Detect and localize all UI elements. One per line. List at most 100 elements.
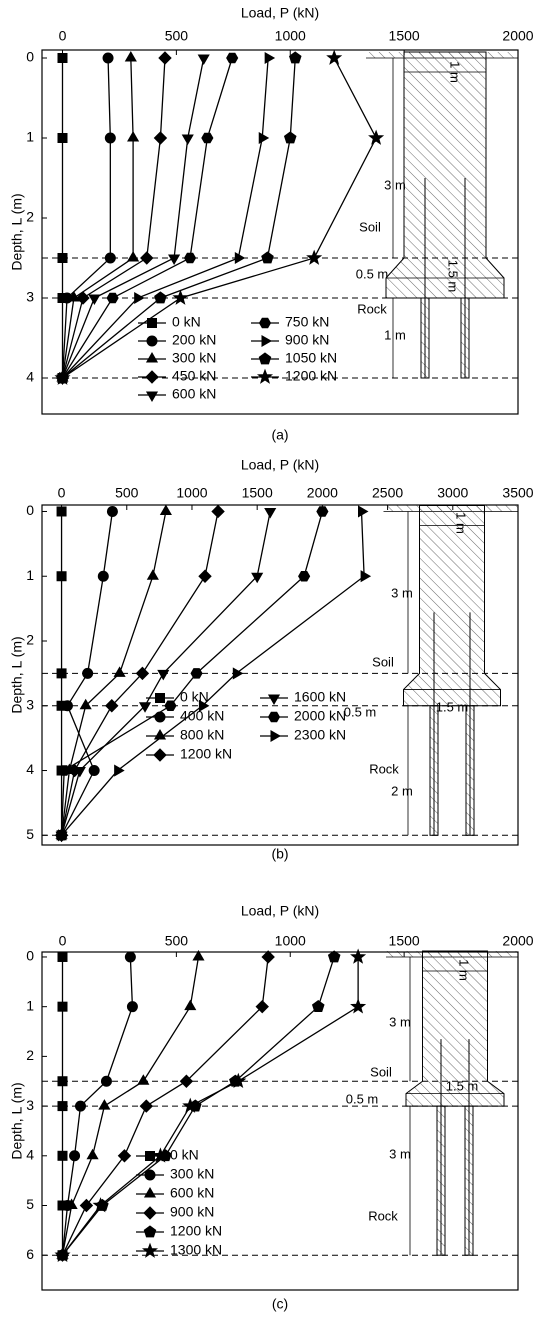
legend-label: 0 kN [170,1147,199,1163]
y-tick-label: 5 [26,1196,34,1212]
figure: 1 m3 mSoil0.5 m1.5 mRock1 m0500100015002… [0,0,545,1320]
legend-marker [146,371,158,383]
legend-marker [262,336,271,346]
y-tick-label: 3 [26,696,34,712]
marker [165,701,176,711]
x-tick-label: 1000 [275,933,306,949]
marker [317,507,328,517]
legend-marker [147,336,157,346]
x-tick-label: 500 [165,933,189,949]
legend-label: 600 kN [170,1185,214,1201]
marker [125,952,135,962]
legend-marker [147,353,157,362]
annotation: 3 m [389,1146,411,1161]
marker [290,52,301,63]
marker [57,669,66,678]
y-tick-label: 0 [26,49,34,65]
annotation: 1.5 m [436,699,469,714]
legend-marker [259,353,270,364]
legend-marker [269,712,280,722]
marker [103,53,113,63]
legend-marker [144,1226,155,1237]
x-tick-label: 1000 [275,28,306,44]
marker [70,1151,80,1161]
legend-label: 900 kN [285,332,329,348]
legend-label: 900 kN [170,1204,214,1220]
marker [351,1000,364,1013]
x-tick-label: 0 [59,28,67,44]
x-tick-label: 1500 [242,485,273,501]
legend-label: 600 kN [172,386,216,402]
marker [199,55,209,64]
y-tick-label: 1 [26,997,34,1013]
marker [159,52,171,64]
y-tick-label: 4 [26,1146,34,1162]
marker [265,508,275,517]
x-tick-label: 0 [58,485,66,501]
marker [154,132,166,144]
marker [140,1100,152,1112]
legend-marker [144,1207,156,1219]
marker [89,295,99,304]
marker [58,1151,67,1160]
caption: (c) [272,1296,288,1312]
marker [161,505,171,514]
legend-marker [148,319,157,328]
marker [58,1077,67,1086]
y-tick-label: 4 [26,369,34,385]
marker [227,53,238,63]
annotation: 1 m [454,512,469,534]
marker [141,252,153,264]
marker [265,53,274,63]
legend-marker [154,749,166,761]
y-tick-label: 2 [26,209,34,225]
marker [59,766,70,776]
annotation: 1.5 m [446,1078,479,1093]
marker [140,703,150,712]
legend-marker [155,730,165,739]
legend-label: 2000 kN [294,708,346,724]
annotation: 1 m [457,959,472,981]
marker [87,1150,97,1159]
legend-label: 1300 kN [170,1242,222,1258]
marker [62,701,72,711]
legend-marker [155,712,165,722]
marker [212,505,224,517]
marker [185,1001,195,1010]
legend-label: 1200 kN [170,1223,222,1239]
legend-label: 1200 kN [180,746,232,762]
marker [98,571,108,581]
legend-label: 400 kN [180,708,224,724]
legend-label: 1200 kN [285,368,337,384]
marker [369,131,382,144]
x-tick-label: 2000 [502,28,533,44]
marker [127,1002,137,1012]
y-axis-label: Depth, L (m) [9,193,25,270]
marker [135,293,144,303]
marker [105,133,115,143]
marker [80,700,90,709]
marker [105,253,115,263]
marker [58,254,67,263]
marker [359,506,368,516]
y-tick-label: 3 [26,289,34,305]
legend-label: 1600 kN [294,689,346,705]
x-axis-label: Load, P (kN) [241,457,319,473]
marker [202,133,213,143]
series-line [62,58,232,378]
marker [107,506,117,516]
y-tick-label: 6 [26,1246,34,1262]
annotation: 1.5 m [446,260,461,293]
legend-marker [147,392,157,401]
legend-label: 0 kN [172,314,201,330]
marker [57,507,66,516]
legend-label: 300 kN [172,350,216,366]
annotation: Rock [368,1208,398,1223]
marker [328,51,341,64]
marker [235,253,244,263]
marker [199,570,211,582]
annotation: 0.5 m [344,704,377,719]
y-tick-label: 2 [26,632,34,648]
annotation: Soil [370,1064,392,1079]
marker [118,1150,130,1162]
